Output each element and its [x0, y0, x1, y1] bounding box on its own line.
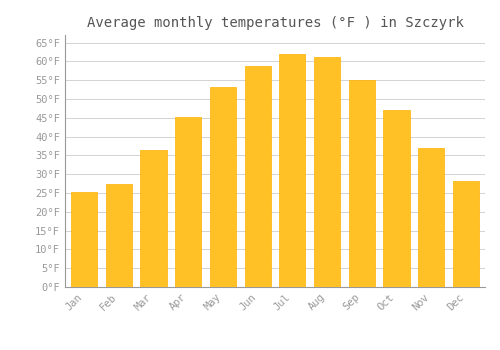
Bar — [453, 181, 479, 287]
Bar — [349, 80, 375, 287]
Bar — [244, 66, 270, 287]
Bar — [210, 87, 236, 287]
Title: Average monthly temperatures (°F ) in Szczyrk: Average monthly temperatures (°F ) in Sz… — [86, 16, 464, 30]
Bar — [175, 117, 201, 287]
Bar — [140, 150, 166, 287]
Bar — [71, 192, 97, 287]
Bar — [106, 183, 132, 287]
Bar — [280, 54, 305, 287]
Bar — [384, 110, 409, 287]
Bar — [418, 148, 444, 287]
Bar — [314, 57, 340, 287]
